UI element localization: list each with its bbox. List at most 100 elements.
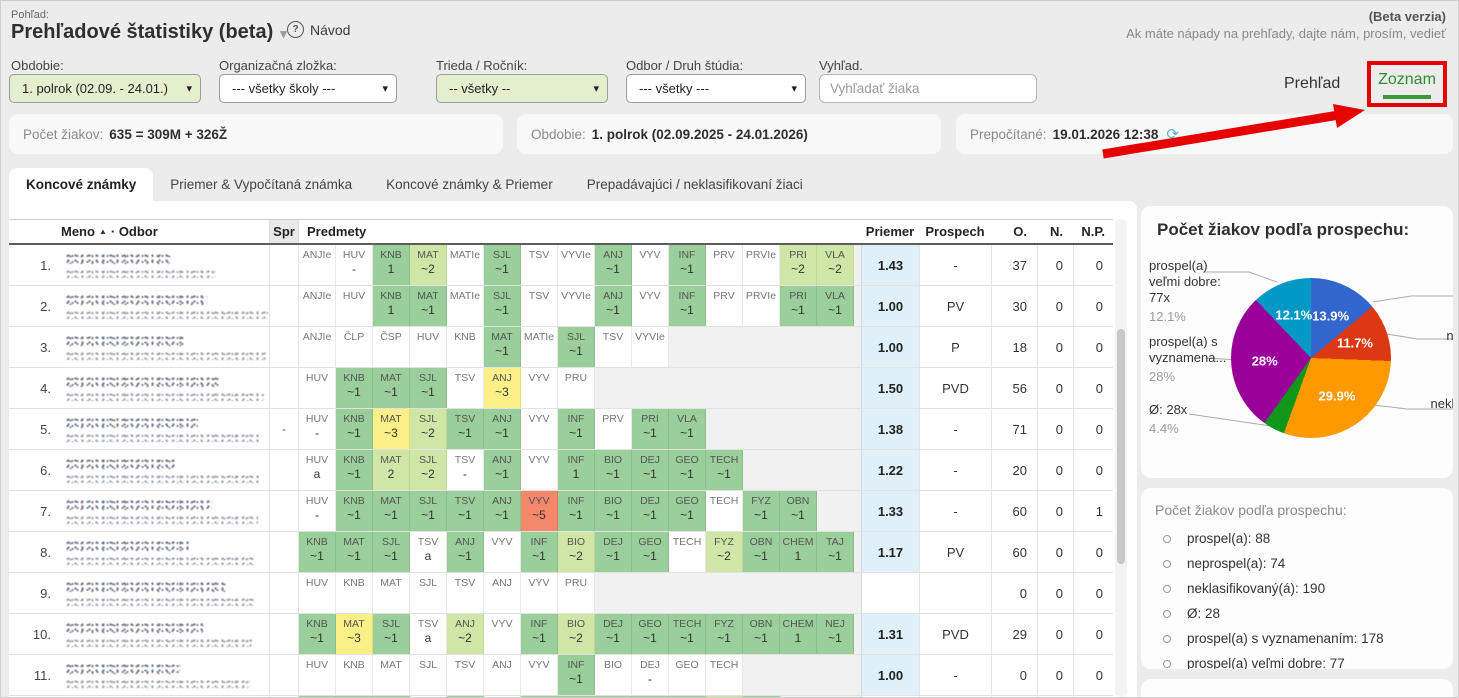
beta-feedback-note: Ak máte nápady na prehľady, dajte nám, p… <box>1126 26 1446 41</box>
col-n[interactable]: N. <box>1050 224 1063 239</box>
student-name-redacted[interactable] <box>61 409 269 449</box>
student-name-redacted[interactable] <box>61 450 269 490</box>
table-row[interactable]: 3. ANJIe ČLP ČSP HUV KNB MAT ~1 MATIe SJL ~1 TSV VYV… <box>9 327 1113 368</box>
table-row[interactable]: 4. HUV KNB ~1 MAT ~1 SJL ~1 TSV ANJ ~3 VYV PRU 1.50 PV… <box>9 368 1113 409</box>
grade-chip-DEJ: DEJ~1 <box>632 491 669 531</box>
grade-chip-PRU: PRU <box>558 573 595 613</box>
spr-cell <box>269 614 299 654</box>
grade-chip-MAT: MAT <box>373 573 410 613</box>
col-predmety: Predmety <box>307 224 367 239</box>
table-row[interactable]: 11. HUV KNB MAT SJL TSV ANJ VYV INF ~1 BIO DEJ - GEO T… <box>9 655 1113 696</box>
grade-chip-GEO: GEO~1 <box>632 614 669 654</box>
o-cell: 20 <box>991 450 1037 490</box>
np-cell: 0 <box>1073 655 1113 695</box>
grade-chip-VYV: VYV <box>521 450 558 490</box>
student-name-redacted[interactable] <box>61 368 269 408</box>
table-row[interactable]: 10. KNB ~1 MAT ~3 SJL ~1 TSV a ANJ ~2 VYV INF ~1 BIO ~2… <box>9 614 1113 655</box>
list-title: Počet žiakov podľa prospechu: <box>1155 502 1347 518</box>
priemer-cell: 1.00 <box>861 286 919 326</box>
tab-1[interactable]: Priemer & Vypočítaná známka <box>170 177 353 192</box>
pie-slice-label: 13.9% <box>1312 308 1350 324</box>
col-priemer[interactable]: Priemer <box>865 224 915 239</box>
grade-chip-SJL: SJL~1 <box>484 245 521 285</box>
tab-3[interactable]: Prepadávajúci / neklasifikovaní žiaci <box>586 177 803 192</box>
spr-cell <box>269 368 299 408</box>
grade-chip-VYV: VYV <box>632 245 669 285</box>
prospech-cell: PVD <box>919 614 991 654</box>
student-name-redacted[interactable] <box>61 327 269 367</box>
grade-chip-BIO: BIO~1 <box>595 491 632 531</box>
student-name-redacted[interactable] <box>61 573 269 613</box>
grade-chip-VYV: VYV ~5 <box>521 491 558 531</box>
scrollbar-thumb[interactable] <box>1117 329 1125 564</box>
grade-chip-VYVIe: VYVIe <box>558 286 595 326</box>
table-row[interactable]: 1. ANJIe HUV - KNB 1 MAT ~2 MATIe SJL ~1 TSV VYVIe AN… <box>9 245 1113 286</box>
grade-chip-VYV: VYV <box>632 286 669 326</box>
study-field-select[interactable]: --- všetky --- ▾ <box>626 74 806 103</box>
col-prospech[interactable]: Prospech <box>925 224 985 239</box>
toggle-list[interactable]: Zoznam <box>1378 71 1436 88</box>
priemer-cell <box>861 573 919 613</box>
col-spr[interactable]: Spr <box>269 220 299 243</box>
grade-chip-MATIe: MATIe <box>447 245 484 285</box>
col-meno-odbor[interactable]: Meno ▲ · Odbor <box>61 224 158 239</box>
list-item: Ø: 28 <box>1141 601 1453 626</box>
refresh-icon[interactable]: ⟳ <box>1166 126 1179 143</box>
row-index: 3. <box>40 339 51 355</box>
table-row[interactable]: 2. ANJIe HUV KNB 1 MAT ~1 MATIe SJL ~1 TSV VYVIe ANJ… <box>9 286 1113 327</box>
grade-chip-INF: INF~1 <box>521 614 558 654</box>
toggle-overview[interactable]: Prehľad <box>1284 75 1341 92</box>
student-name-redacted[interactable] <box>61 245 269 285</box>
grade-chip-ANJ: ANJ~1 <box>595 245 632 285</box>
grade-chip-DEJ: DEJ - <box>632 655 669 695</box>
grade-chip-GEO: GEO <box>669 655 706 695</box>
grade-chip-SJL: SJL ~2 <box>410 409 447 449</box>
grade-chip-TSV: TSV - <box>447 450 484 490</box>
col-np[interactable]: N.P. <box>1081 224 1105 239</box>
table-row[interactable]: 7. HUV - KNB ~1 MAT ~1 SJL ~1 TSV ~1 ANJ ~1 VYV ~5 INF ~… <box>9 491 1113 532</box>
student-name-redacted[interactable] <box>61 614 269 654</box>
student-name-redacted[interactable] <box>61 286 269 326</box>
table-row[interactable]: 9. HUV KNB MAT SJL TSV ANJ VYV PRU 0 0 0 <box>9 573 1113 614</box>
grade-chip-ČSP: ČSP <box>373 327 410 367</box>
grade-chip-TSV: TSV a <box>410 614 447 654</box>
table-row[interactable]: 5. - HUV - KNB ~1 MAT ~3 SJL ~2 TSV ~1 ANJ ~1 VYV INF ~1… <box>9 409 1113 450</box>
help-link[interactable]: ? Návod <box>287 21 350 38</box>
grade-chip-OBN: OBN~1 <box>743 614 780 654</box>
grade-chip-VYV: VYV <box>521 573 558 613</box>
class-select[interactable]: -- všetky -- ▾ <box>436 74 608 103</box>
grade-chip-FYZ: FYZ~2 <box>706 532 743 572</box>
grade-chip-ANJ: ANJ~1 <box>447 696 484 697</box>
grade-chip-DEJ: DEJ~1 <box>632 450 669 490</box>
grade-chip-KNB: KNB <box>336 655 373 695</box>
n-cell: 0 <box>1037 286 1073 326</box>
tab-2[interactable]: Koncové známky & Priemer <box>386 177 553 192</box>
table-row[interactable]: 6. HUV a KNB ~1 MAT 2 SJL ~2 TSV - ANJ ~1 VYV INF 1 BIO ~… <box>9 450 1113 491</box>
students-count-card: Počet žiakov: 635 = 309M + 326Ž <box>9 114 503 154</box>
grade-chip-SJL: SJL ~2 <box>410 450 447 490</box>
search-input[interactable] <box>819 74 1037 103</box>
priemer-cell: 1.00 <box>861 327 919 367</box>
student-name-redacted[interactable] <box>61 532 269 572</box>
page-title[interactable]: Prehľadové štatistiky (beta) ▾ <box>11 21 287 43</box>
grade-chip-INF: INF~1 <box>558 491 595 531</box>
student-name-redacted[interactable] <box>61 655 269 695</box>
grade-chip-TSV: TSV <box>521 286 558 326</box>
tab-0[interactable]: Koncové známky <box>9 168 154 201</box>
grade-chip-TSV: TSV ~1 <box>447 409 484 449</box>
pie-callout-right: neklasifikovan...29.9% <box>1430 396 1454 411</box>
col-o[interactable]: O. <box>1013 224 1027 239</box>
grade-chip-KNB: KNB <box>336 573 373 613</box>
prospech-pie-chart[interactable] <box>1231 278 1391 438</box>
student-name-redacted[interactable] <box>61 491 269 531</box>
prospech-cell: P <box>919 327 991 367</box>
vertical-scrollbar[interactable] <box>1115 219 1127 697</box>
period-select[interactable]: 1. polrok (02.09. - 24.01.) ▾ <box>9 74 201 103</box>
grade-chip-TECH: TECH <box>706 655 743 695</box>
grade-chip-PRI: PRI ~1 <box>632 409 669 449</box>
list-item: prospel(a): 88 <box>1141 526 1453 551</box>
spr-cell <box>269 245 299 285</box>
table-row[interactable]: 12.KNB~1MAT~1SJL~1TSVANJ~1VYVINF~1BIO~1D… <box>9 696 1113 697</box>
school-unit-select[interactable]: --- všetky školy --- ▾ <box>219 74 397 103</box>
table-row[interactable]: 8. KNB ~1 MAT ~1 SJL ~1 TSV a ANJ ~1 VYV INF ~1 BIO ~2 D… <box>9 532 1113 573</box>
